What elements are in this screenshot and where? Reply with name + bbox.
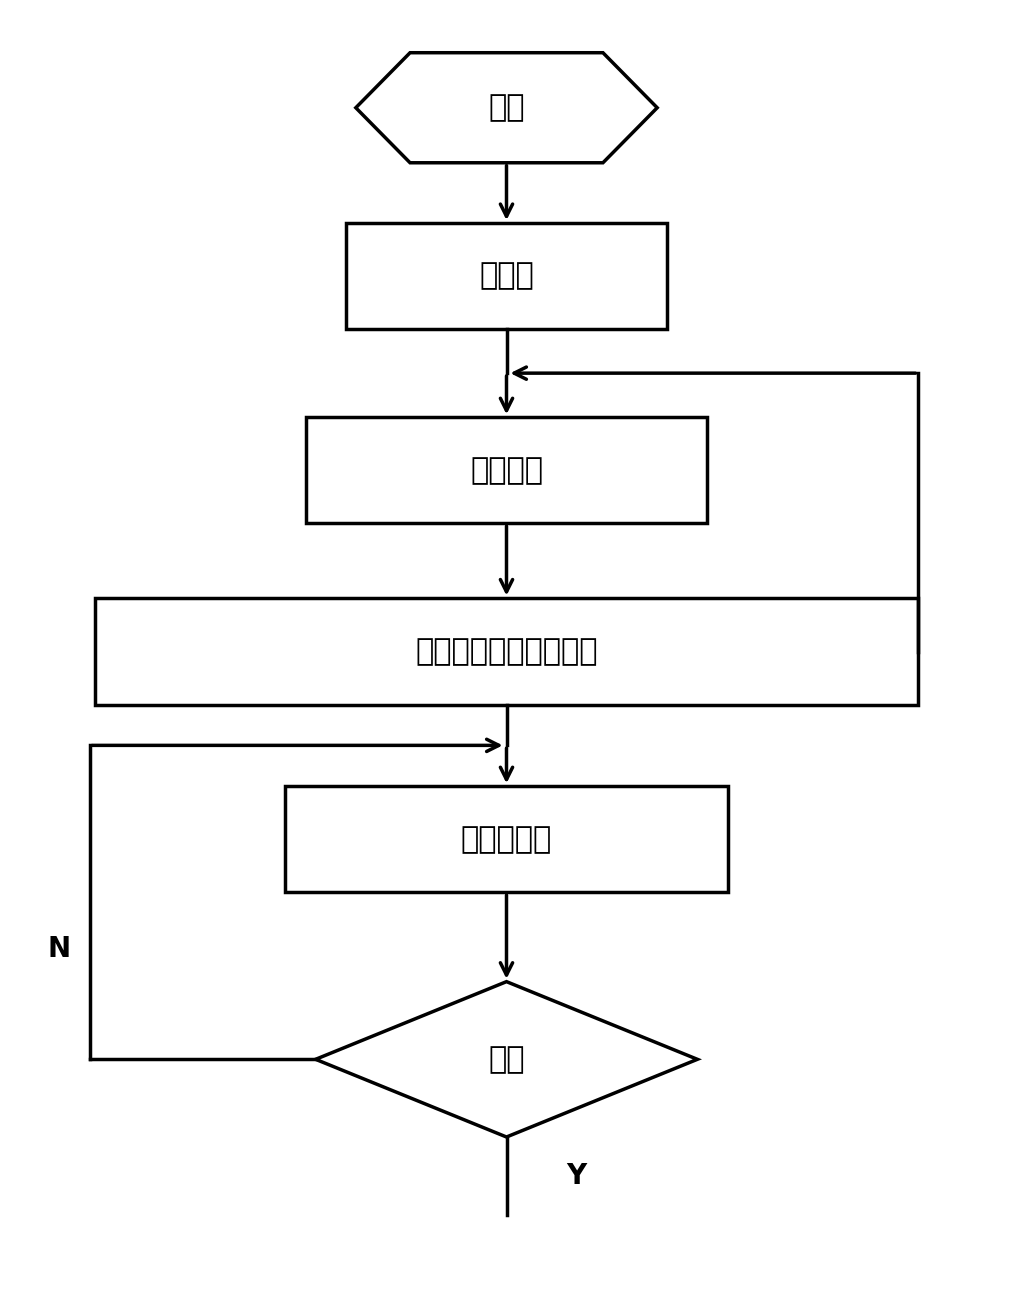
Text: 开始: 开始 xyxy=(488,94,525,122)
Polygon shape xyxy=(316,981,697,1138)
Bar xyxy=(306,417,707,524)
Bar xyxy=(345,223,668,330)
Text: 调用预测模糊控制算法: 调用预测模糊控制算法 xyxy=(415,637,598,666)
Text: 采样: 采样 xyxy=(488,1045,525,1074)
Polygon shape xyxy=(356,52,657,163)
Text: Y: Y xyxy=(566,1162,587,1190)
Bar xyxy=(286,786,727,893)
Text: N: N xyxy=(48,936,71,963)
Text: 初始化: 初始化 xyxy=(479,262,534,291)
Bar xyxy=(94,598,919,705)
Text: 数据采集: 数据采集 xyxy=(470,456,543,485)
Text: 显示与检测: 显示与检测 xyxy=(461,825,552,853)
